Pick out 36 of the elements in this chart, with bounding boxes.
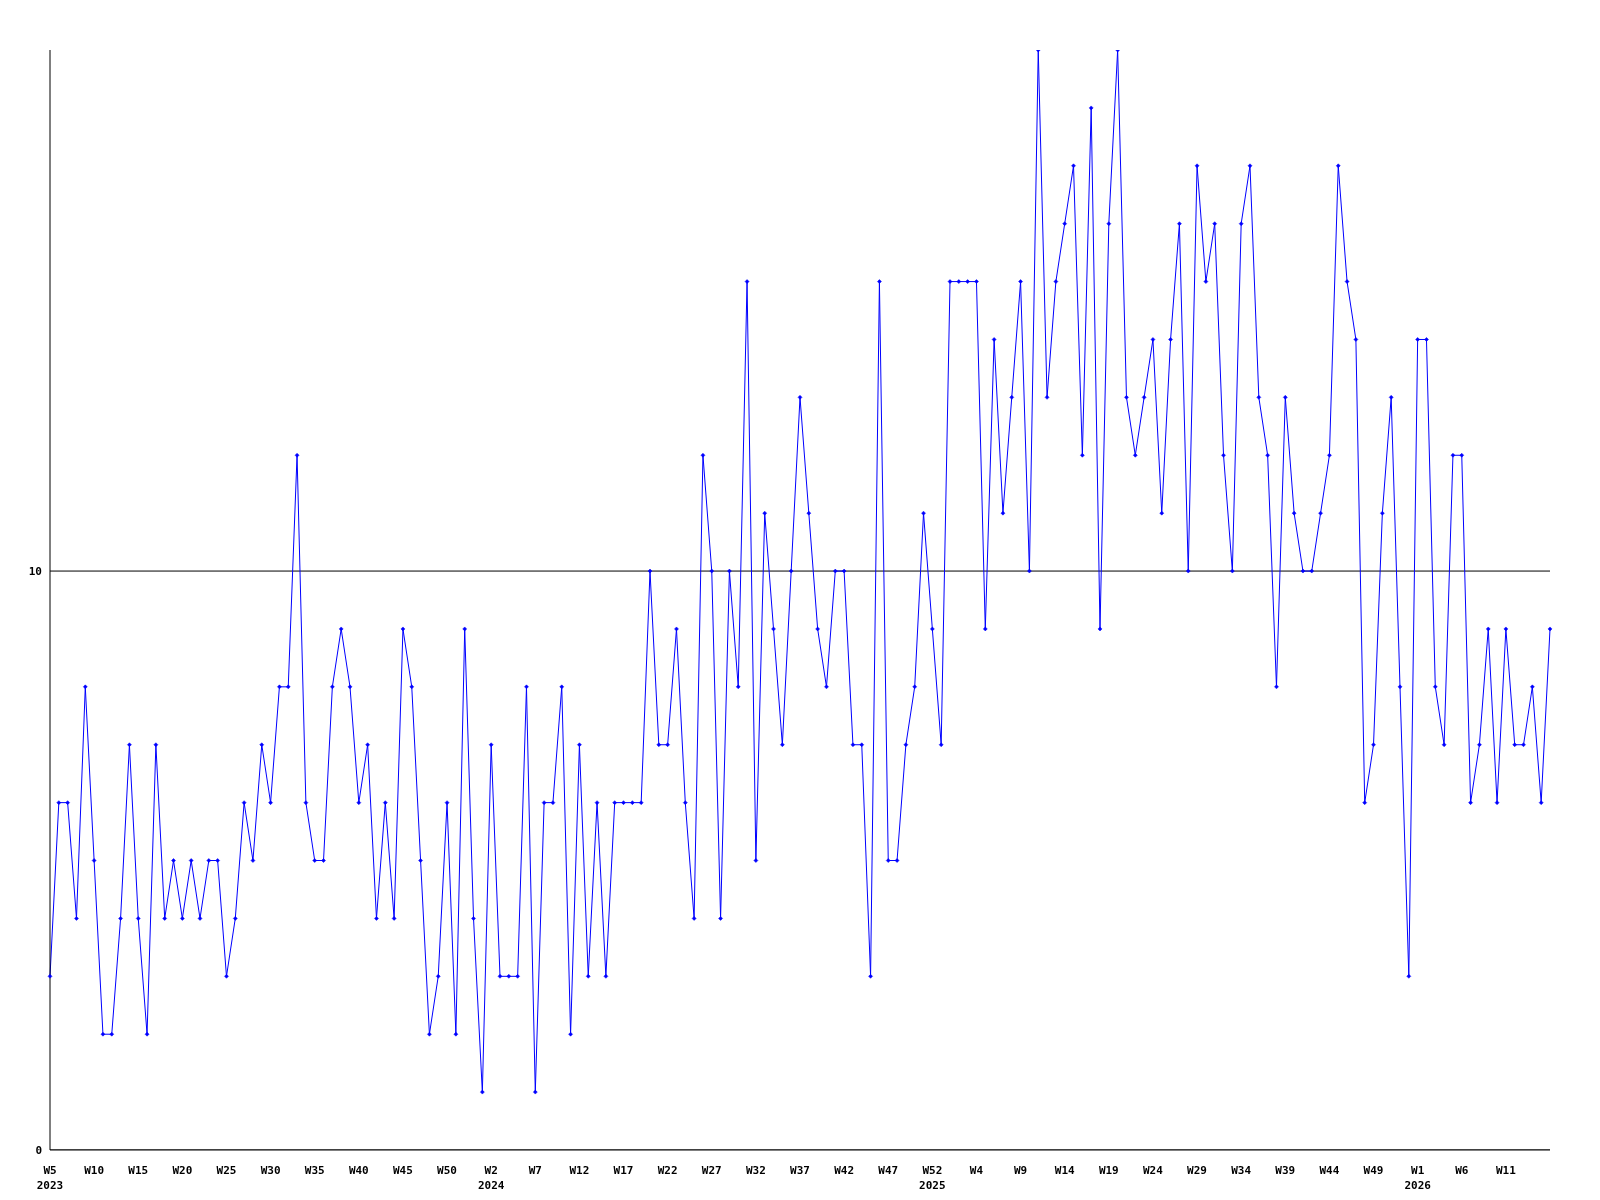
x-tick-label: W6	[1455, 1164, 1469, 1177]
x-tick-label: W45	[393, 1164, 413, 1177]
x-tick-label: W40	[348, 1164, 369, 1177]
x-tick-label: W22	[657, 1164, 678, 1177]
x-tick-label: W25	[216, 1164, 237, 1177]
x-tick-label: W5 2023	[36, 1164, 64, 1192]
x-tick-label: W34	[1231, 1164, 1252, 1177]
x-tick-label: W37	[790, 1164, 810, 1177]
x-tick-label: W44	[1319, 1164, 1340, 1177]
x-tick-label: W39	[1275, 1164, 1296, 1177]
x-tick-label: W9	[1013, 1164, 1028, 1177]
y-tick-label: 0	[35, 1143, 42, 1157]
x-tick-label: W2 2024	[477, 1164, 505, 1192]
x-tick-label: W32	[745, 1164, 766, 1177]
x-tick-label: W12	[569, 1164, 590, 1177]
x-tick-label: W27	[701, 1164, 722, 1177]
x-tick-label: W49	[1363, 1164, 1384, 1177]
x-tick-label: W1 2026	[1404, 1164, 1432, 1192]
x-tick-label: W35	[304, 1164, 325, 1177]
x-tick-label: W24	[1143, 1164, 1164, 1177]
x-tick-label: W47	[878, 1164, 899, 1177]
x-tick-label: W11	[1495, 1164, 1517, 1177]
x-tick-label: W10	[84, 1164, 105, 1177]
x-tick-label: W42	[834, 1164, 855, 1177]
x-tick-label: W20	[172, 1164, 193, 1177]
x-tick-label: W30	[260, 1164, 281, 1177]
x-tick-label: W52 2025	[919, 1164, 946, 1192]
x-tick-label: W15	[128, 1164, 149, 1177]
x-tick-label: W4	[969, 1164, 984, 1177]
x-tick-label: W7	[528, 1164, 542, 1177]
y-tick-label: 10	[28, 564, 42, 578]
x-tick-label: W17	[613, 1164, 634, 1177]
x-tick-label: W29	[1187, 1164, 1207, 1177]
x-tick-label: W50	[437, 1164, 457, 1177]
x-tick-label: W19	[1098, 1164, 1119, 1177]
x-tick-label: W14	[1054, 1164, 1076, 1177]
